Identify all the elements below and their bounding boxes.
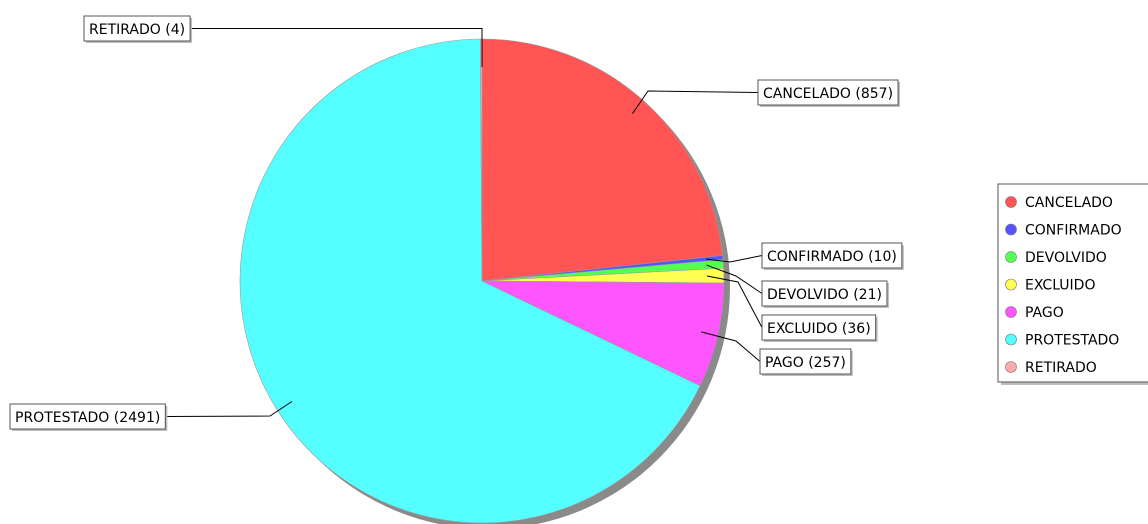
slice-label-text: CONFIRMADO (10)	[767, 249, 897, 265]
slice-label-retirado: RETIRADO (4)	[83, 15, 193, 43]
slice-label-box	[761, 314, 877, 341]
slice-label-protestado: PROTESTADO (2491)	[9, 403, 168, 431]
legend-label: CANCELADO	[1025, 195, 1113, 211]
slice-label-box	[761, 242, 903, 269]
leader-line-pago	[701, 331, 761, 362]
slice-label-text: RETIRADO (4)	[89, 22, 185, 38]
legend-item-confirmado: CONFIRMADO	[1005, 223, 1122, 239]
slice-label-pago: PAGO (257)	[759, 348, 853, 376]
legend-label: PROTESTADO	[1025, 333, 1119, 349]
legend-item-retirado: RETIRADO	[1005, 360, 1097, 376]
leader-line-devolvido	[706, 264, 763, 294]
slice-label-box	[759, 348, 852, 375]
legend-swatch	[1005, 223, 1017, 236]
leader-line-confirmado	[705, 255, 763, 263]
slice-labels: CANCELADO (857) CONFIRMADO (10) DEVOLVIDO …	[9, 15, 904, 431]
legend-swatch	[1005, 251, 1017, 263]
legend-swatch	[1005, 278, 1017, 291]
slice-label-text: PAGO (257)	[765, 355, 846, 371]
slice-label-confirmado: CONFIRMADO (10)	[761, 242, 904, 270]
slice-label-text: EXCLUIDO (36)	[767, 321, 871, 337]
legend-label: CONFIRMADO	[1025, 223, 1122, 239]
legend-swatch	[1005, 196, 1017, 208]
legend-item-cancelado: CANCELADO	[1005, 195, 1113, 211]
legend-frame	[997, 183, 1148, 383]
slice-label-cancelado: CANCELADO (857)	[757, 79, 901, 107]
legend-item-protestado: PROTESTADO	[1005, 333, 1119, 349]
legend-swatch	[1005, 306, 1017, 318]
legend-label: RETIRADO	[1025, 360, 1097, 376]
leader-line-retirado	[190, 28, 483, 67]
leader-lines	[165, 28, 763, 417]
leader-line-excluido	[706, 275, 763, 328]
legend-item-pago: PAGO	[1005, 305, 1064, 321]
legend-label: PAGO	[1025, 305, 1064, 321]
legend-swatch	[1005, 333, 1017, 346]
legend-item-excluido: EXCLUIDO	[1005, 278, 1095, 294]
legend-label: DEVOLVIDO	[1025, 250, 1107, 266]
slice-label-box	[9, 403, 166, 430]
slice-label-box	[761, 280, 888, 307]
leader-line-cancelado	[632, 90, 759, 114]
pie-slices	[239, 38, 725, 524]
slice-label-text: PROTESTADO (2491)	[15, 410, 160, 426]
slice-label-box	[757, 79, 899, 106]
slice-label-text: CANCELADO (857)	[763, 86, 893, 102]
legend-swatch	[1005, 361, 1017, 373]
slice-label-box	[83, 15, 191, 42]
legend: CANCELADO CONFIRMADO DEVOLVIDO EXCLUIDO PAGO…	[997, 183, 1148, 385]
slice-label-excluido: EXCLUIDO (36)	[761, 314, 878, 342]
legend-item-devolvido: DEVOLVIDO	[1005, 250, 1107, 266]
slice-label-devolvido: DEVOLVIDO (21)	[761, 280, 889, 308]
legend-label: EXCLUIDO	[1025, 278, 1095, 294]
slice-label-text: DEVOLVIDO (21)	[767, 287, 882, 303]
pie-slice-cancelado	[481, 38, 723, 282]
leader-line-protestado	[165, 401, 293, 417]
